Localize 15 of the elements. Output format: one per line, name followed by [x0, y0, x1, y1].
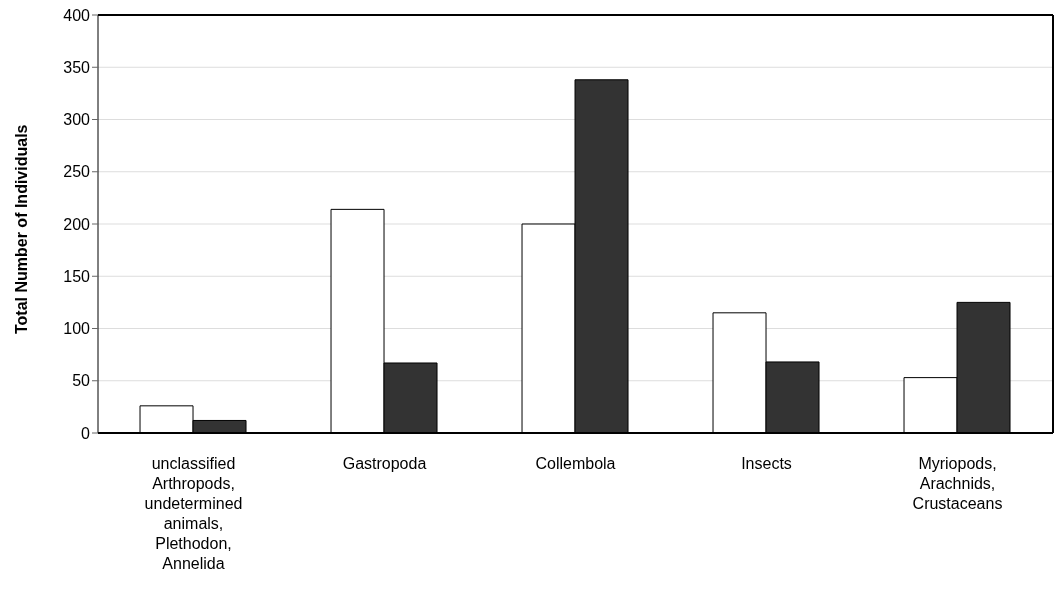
x-tick-label: unclassified Arthropods, undetermined animals, Plethodon, Annelida	[144, 455, 243, 572]
y-tick-label: 100	[63, 320, 91, 338]
y-tick-label: 0	[81, 424, 91, 442]
x-tick-label: Myriopods, Arachnids, Crustaceans	[912, 455, 1003, 512]
y-tick-label: 250	[63, 163, 91, 181]
y-tick-label: 350	[63, 58, 91, 76]
y-tick-label: 300	[63, 111, 91, 129]
y-tick-label: 50	[72, 372, 91, 390]
x-tick-label: Collembola	[535, 455, 616, 472]
y-tick-label: 150	[63, 267, 91, 285]
x-tick-label: Gastropoda	[342, 455, 427, 472]
y-tick-label: 200	[63, 215, 91, 233]
y-tick-label: 400	[63, 6, 91, 24]
y-axis-title: Total Number of Individuals	[12, 124, 30, 334]
x-tick-label: Insects	[741, 455, 792, 472]
